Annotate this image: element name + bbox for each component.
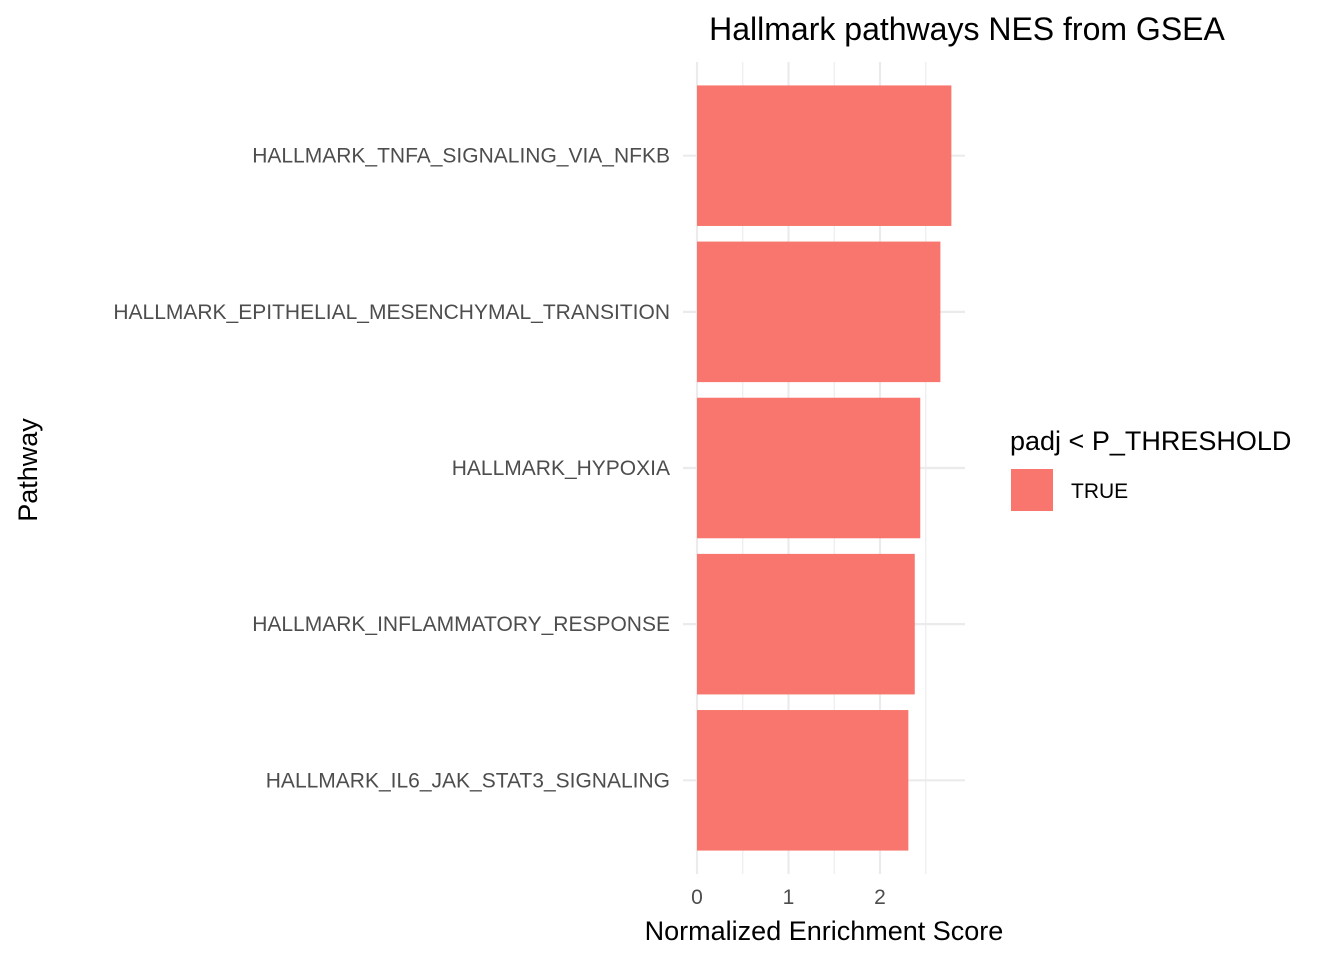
- x-tick-label: 1: [783, 886, 795, 909]
- legend-key-true: [1011, 469, 1053, 511]
- y-tick-label: HALLMARK_IL6_JAK_STAT3_SIGNALING: [266, 769, 670, 792]
- x-tick-label: 0: [691, 886, 703, 909]
- bar-hallmark-epithelial-mesenchymal-transition: [697, 241, 941, 383]
- y-axis-title: Pathway: [13, 418, 43, 522]
- x-axis-title: Normalized Enrichment Score: [645, 916, 1004, 946]
- x-tick-label: 2: [874, 886, 886, 909]
- chart-title: Hallmark pathways NES from GSEA: [709, 11, 1225, 47]
- legend: padj < P_THRESHOLD TRUE: [1010, 426, 1291, 511]
- y-tick-label: HALLMARK_INFLAMMATORY_RESPONSE: [252, 613, 670, 636]
- y-tick-labels: HALLMARK_TNFA_SIGNALING_VIA_NFKB HALLMARK…: [113, 145, 670, 793]
- bar-hallmark-hypoxia: [697, 397, 921, 539]
- bar-hallmark-tnfa-signaling-via-nfkb: [697, 85, 952, 226]
- legend-title: padj < P_THRESHOLD: [1010, 426, 1291, 456]
- x-tick-labels: 0 1 2: [691, 886, 886, 909]
- y-tick-label: HALLMARK_TNFA_SIGNALING_VIA_NFKB: [252, 145, 670, 168]
- y-tick-label: HALLMARK_HYPOXIA: [452, 457, 670, 480]
- legend-label-true: TRUE: [1071, 480, 1128, 503]
- bars-layer: [697, 85, 952, 851]
- bar-hallmark-il6-jak-stat3-signaling: [697, 710, 909, 851]
- y-tick-label: HALLMARK_EPITHELIAL_MESENCHYMAL_TRANSITI…: [113, 301, 670, 324]
- bar-hallmark-inflammatory-response: [697, 553, 915, 695]
